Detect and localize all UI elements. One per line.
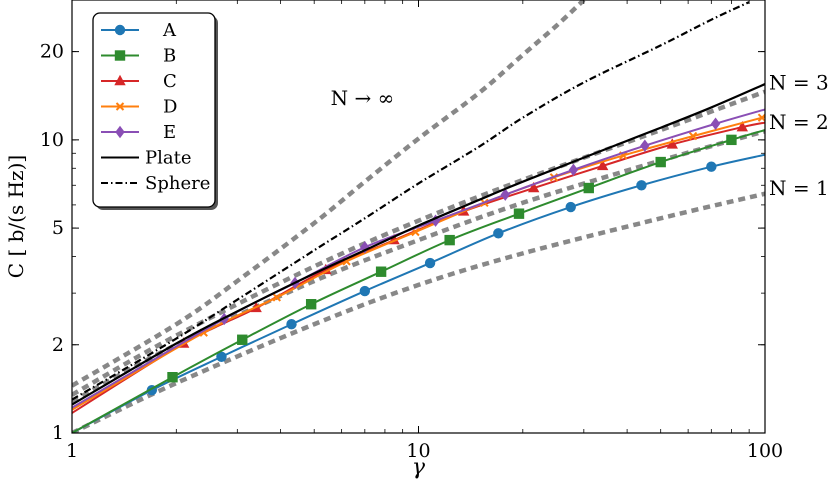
data-point-b: [167, 372, 178, 383]
data-point-d: [688, 131, 698, 141]
data-point-b: [655, 156, 666, 168]
data-point-a: [424, 257, 436, 269]
data-point-a: [636, 180, 647, 191]
legend-swatch-marker: [115, 125, 125, 139]
reference-curve-3: [72, 0, 586, 388]
legend-label: D: [163, 97, 177, 118]
data-point-b: [375, 266, 387, 277]
legend-entry-a: A: [101, 20, 177, 41]
y-tick-label: 1: [52, 422, 64, 444]
data-point-a: [359, 285, 371, 297]
legend-swatch-marker: [114, 50, 126, 61]
data-point-e: [568, 163, 579, 177]
data-point-b: [583, 182, 594, 194]
legend-label: Sphere: [145, 173, 210, 194]
legend-entry-d: D: [101, 97, 177, 118]
series-line-sphere: [72, 1, 750, 401]
y-tick-label: 10: [40, 129, 64, 151]
data-point-e: [500, 188, 510, 201]
legend-entry-b: B: [101, 46, 176, 67]
plot-area: [72, 0, 765, 433]
data-point-e: [710, 117, 721, 130]
reference-curve-0: [72, 191, 765, 433]
series-line-plate: [72, 83, 765, 406]
data-point-d: [272, 293, 282, 302]
data-point-d: [757, 113, 765, 122]
data-point-a: [565, 201, 576, 213]
legend-entry-sphere: Sphere: [101, 173, 210, 194]
data-point-c: [596, 159, 609, 171]
data-point-c: [527, 181, 540, 193]
data-point-b: [513, 208, 525, 219]
x-tick-label: 100: [747, 440, 783, 462]
axes: 1 10 100 1 2 5 10 20 γ C [ b/(s Hz)] N → ∞ N = 3 N =…: [4, 0, 829, 480]
data-point-a: [216, 351, 227, 362]
y-tick-label: 5: [52, 217, 64, 239]
y-tick-label: 2: [52, 334, 64, 356]
annotation-label: N = 2: [769, 110, 829, 134]
x-axis-label: γ: [412, 455, 426, 480]
legend-label: E: [163, 122, 176, 143]
data-point-a: [286, 319, 297, 330]
annotation-label: N = 1: [769, 176, 829, 200]
legend-entry-e: E: [101, 122, 176, 143]
data-point-b: [726, 134, 737, 146]
data-point-b: [305, 299, 317, 310]
legend-entry-plate: Plate: [101, 148, 192, 169]
reference-curve-2: [72, 89, 765, 397]
data-point-b: [444, 234, 455, 246]
legend-entry-c: C: [101, 71, 177, 92]
legend-label: A: [162, 20, 177, 41]
data-point-b: [237, 334, 248, 345]
legend-label: C: [163, 71, 177, 92]
y-axis-label: C [ b/(s Hz)]: [4, 155, 28, 278]
data-point-e: [640, 139, 650, 152]
x-tick-label: 10: [406, 440, 430, 462]
y-tick-label: 20: [40, 41, 64, 63]
x-tick-label: 1: [66, 440, 78, 462]
legend-swatch-marker: [115, 102, 125, 111]
legend-label: B: [163, 46, 176, 67]
annotation-label: N = 3: [769, 70, 829, 94]
data-point-a: [706, 161, 717, 172]
data-point-a: [493, 228, 504, 239]
data-point-c: [666, 138, 678, 149]
legend-swatch-marker: [114, 24, 126, 36]
legend-label: Plate: [145, 148, 192, 169]
data-point-c: [736, 120, 749, 132]
annotation-label: N → ∞: [331, 86, 395, 110]
legend-swatch-marker: [114, 74, 126, 86]
